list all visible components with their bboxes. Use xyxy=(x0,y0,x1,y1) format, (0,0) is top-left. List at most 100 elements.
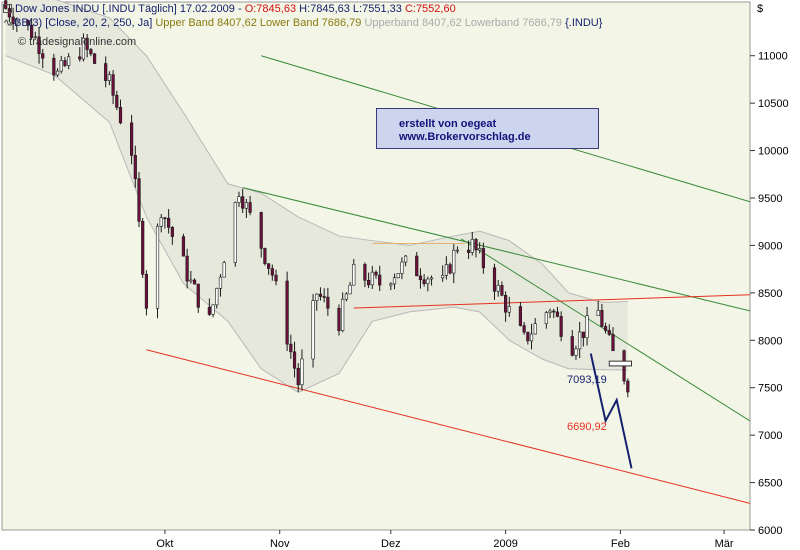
candle-body xyxy=(89,49,93,55)
candle xyxy=(155,223,160,319)
y-tick-label: 11000 xyxy=(758,51,788,63)
candle xyxy=(533,318,537,335)
candle xyxy=(444,256,448,280)
candle xyxy=(211,304,215,318)
y-tick-label: 9500 xyxy=(758,193,782,205)
currency-label: $ xyxy=(757,3,764,15)
candle xyxy=(141,217,145,279)
candle-body xyxy=(144,274,149,309)
candle-body xyxy=(378,274,382,286)
candle xyxy=(596,300,600,317)
candle xyxy=(189,270,193,284)
candle xyxy=(259,211,263,258)
candle-body xyxy=(222,262,226,278)
y-tick-label: 7000 xyxy=(758,430,782,442)
y-tick-label: 8500 xyxy=(758,288,782,300)
candle xyxy=(392,273,397,290)
candle-body xyxy=(67,56,71,66)
candle xyxy=(33,31,37,40)
candle xyxy=(578,321,582,359)
candle-body xyxy=(104,63,108,81)
y-tick-label: 9000 xyxy=(758,240,782,252)
candle-body xyxy=(196,283,200,308)
candle-body xyxy=(600,310,604,327)
credit-url: www.Brokervorschlag.de xyxy=(399,131,531,143)
candle-body xyxy=(611,334,615,352)
candle xyxy=(622,349,626,385)
bb-icon: ∿∕ xyxy=(3,17,15,29)
candle-body xyxy=(181,236,186,257)
candle xyxy=(263,247,267,266)
candle xyxy=(370,265,374,290)
candle-body xyxy=(211,304,215,315)
candle xyxy=(285,271,289,352)
candle-body xyxy=(392,277,397,285)
candle-body xyxy=(529,333,534,342)
trendline-green-middle xyxy=(242,187,750,312)
candle xyxy=(455,246,460,254)
candle-body xyxy=(518,306,523,326)
candle-body xyxy=(400,261,404,274)
support-marker-box xyxy=(608,360,633,367)
y-tick-label: 10000 xyxy=(758,146,789,158)
candle-body xyxy=(33,36,37,39)
candle-body xyxy=(603,326,608,331)
candle-body xyxy=(315,293,319,301)
candle-body xyxy=(326,296,330,309)
candle-body xyxy=(170,227,174,237)
candle-body xyxy=(337,307,341,331)
candle xyxy=(626,378,630,398)
candle xyxy=(337,304,341,336)
candle-body xyxy=(448,264,452,274)
candle-body xyxy=(389,283,393,286)
indicator-header: ∿∕BB(3) [Close, 20, 2, 250, Ja] Upper Ba… xyxy=(3,17,602,30)
candle-body xyxy=(26,20,30,26)
candle xyxy=(133,145,137,188)
candle xyxy=(326,287,330,316)
candle xyxy=(107,71,111,86)
x-tick-label: Okt xyxy=(156,538,173,550)
candle-body xyxy=(522,325,526,333)
candle xyxy=(470,231,474,256)
candle-body xyxy=(55,70,60,76)
candle-body xyxy=(63,60,67,66)
candle xyxy=(159,214,163,233)
candle xyxy=(481,242,485,274)
candle xyxy=(318,287,323,301)
candle xyxy=(218,274,223,297)
candle xyxy=(504,291,508,322)
candle xyxy=(81,33,86,62)
candle xyxy=(115,90,119,111)
price-header-prefix: Dow Jones INDU [.INDU Täglich] 17.02.200… xyxy=(15,3,245,15)
candle-body xyxy=(59,60,63,72)
candle xyxy=(296,363,300,393)
y-tick-label: 10500 xyxy=(758,98,789,110)
candle-body xyxy=(452,249,456,274)
candle xyxy=(529,323,534,350)
x-tick-label: Dez xyxy=(381,538,401,550)
candle-body xyxy=(215,288,219,306)
candle-body xyxy=(259,212,263,249)
candle xyxy=(315,293,319,311)
candle xyxy=(237,191,241,207)
candle-body xyxy=(30,25,34,38)
candle xyxy=(67,53,71,70)
collapse-icon[interactable] xyxy=(3,4,12,13)
candle xyxy=(552,308,556,319)
candle xyxy=(492,263,497,300)
candle-body xyxy=(570,336,574,356)
candle-body xyxy=(285,280,289,345)
candle-body xyxy=(185,255,189,282)
candle xyxy=(222,260,226,278)
candle xyxy=(267,263,271,275)
candle-body xyxy=(52,57,56,76)
candle-body xyxy=(85,37,89,50)
candle-body xyxy=(500,285,504,296)
candle-body xyxy=(344,293,348,300)
candle-body xyxy=(267,263,271,269)
candle xyxy=(130,114,134,165)
candle xyxy=(522,321,526,335)
candle-body xyxy=(107,74,111,81)
candle-body xyxy=(263,248,267,264)
